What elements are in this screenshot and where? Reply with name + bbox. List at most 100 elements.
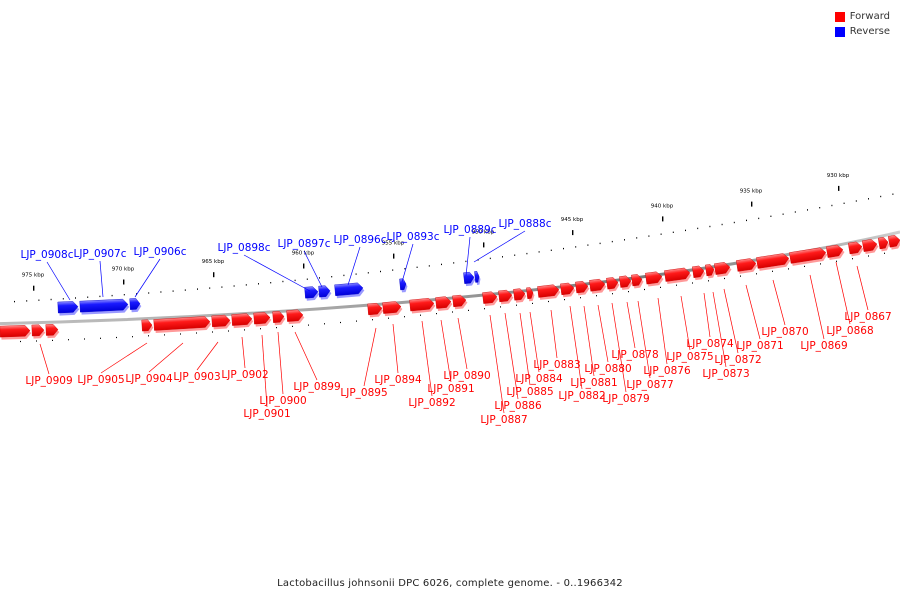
gene-label[interactable]: LJP_0868 [826,325,873,337]
gene-label[interactable]: LJP_0869 [800,340,847,352]
gene-label[interactable]: LJP_0872 [714,354,761,366]
gene-label[interactable]: LJP_0887 [480,414,527,426]
reverse-gene[interactable] [57,301,80,316]
forward-gene[interactable] [537,284,561,300]
forward-gene[interactable] [211,314,232,330]
forward-gene[interactable] [756,253,791,271]
gene-label[interactable]: LJP_0907c [73,248,126,260]
reverse-gene[interactable] [334,282,365,299]
forward-gene[interactable] [367,302,384,318]
gene-label[interactable]: LJP_0870 [761,326,808,338]
gene-label[interactable]: LJP_0888c [498,218,551,230]
forward-gene[interactable] [705,264,716,279]
gene-label[interactable]: LJP_0891 [427,383,474,395]
gene-label[interactable]: LJP_0871 [736,340,783,352]
gene-label[interactable]: LJP_0900 [259,395,306,407]
forward-gene[interactable] [560,282,576,298]
forward-gene[interactable] [664,267,692,284]
reverse-gene[interactable] [129,298,142,313]
gene-label[interactable]: LJP_0878 [611,349,658,361]
forward-gene[interactable] [382,301,403,317]
gene-label[interactable]: LJP_0882 [558,390,605,402]
gene-label[interactable]: LJP_0867 [844,311,891,323]
gene-label[interactable]: LJP_0892 [408,397,455,409]
gene-label[interactable]: LJP_0893c [386,231,439,243]
forward-gene[interactable] [153,316,212,333]
gene-label[interactable]: LJP_0885 [506,386,553,398]
forward-gene[interactable] [847,241,864,257]
leader-line [611,302,627,393]
forward-gene[interactable] [253,312,272,327]
gene-labels: LJP_0867 LJP_0868 LJP_0869 LJP_0870 LJP_0871… [20,218,891,426]
gene-label[interactable]: LJP_0883 [533,359,580,371]
forward-gene[interactable] [141,319,154,334]
gene-label[interactable]: LJP_0902 [221,369,268,381]
forward-gene[interactable] [789,247,828,266]
reverse-gene[interactable] [79,298,130,315]
gene-label[interactable]: LJP_0877 [626,379,673,391]
reverse-gene[interactable] [399,278,408,293]
gene-label[interactable]: LJP_0908c [20,249,73,261]
leader-line [457,317,468,370]
forward-gene[interactable] [736,258,758,274]
forward-gene[interactable] [606,277,620,292]
forward-gene[interactable] [825,244,845,260]
forward-gene[interactable] [31,324,46,339]
forward-gene[interactable] [482,291,499,307]
gene-label[interactable]: LJP_0894 [374,374,422,386]
gene-label[interactable]: LJP_0879 [602,393,649,405]
forward-gene[interactable] [231,313,254,329]
forward-gene[interactable] [877,236,890,252]
forward-gene[interactable] [631,274,644,289]
forward-gene[interactable] [575,280,590,296]
leader-line [489,314,505,414]
leader-line [277,331,284,395]
gene-label[interactable]: LJP_0904 [125,373,173,385]
gene-label[interactable]: LJP_0889c [443,224,496,236]
forward-gene[interactable] [272,311,286,326]
reverse-gene[interactable] [304,286,320,301]
forward-gene[interactable] [0,325,32,340]
forward-gene[interactable] [435,296,453,311]
forward-gene[interactable] [692,265,706,281]
leader-line [39,343,50,375]
gene-label[interactable]: LJP_0881 [570,377,617,389]
gene-label[interactable]: LJP_0884 [515,373,563,385]
reverse-gene[interactable] [474,271,481,285]
gene-label[interactable]: LJP_0873 [702,368,749,380]
forward-gene[interactable] [513,288,527,303]
forward-gene[interactable] [498,289,514,305]
forward-gene[interactable] [45,324,60,339]
forward-gene[interactable] [861,238,879,255]
forward-gene[interactable] [619,275,633,290]
reverse-gene[interactable] [318,285,332,300]
gene-label[interactable]: LJP_0898c [217,242,270,254]
gene-label[interactable]: LJP_0897c [277,238,330,250]
gene-label[interactable]: LJP_0896c [333,234,386,246]
gene-label[interactable]: LJP_0876 [643,365,691,377]
leader-line [680,295,691,351]
gene-label[interactable]: LJP_0901 [243,408,290,420]
forward-gene[interactable] [526,287,535,302]
gene-label[interactable]: LJP_0899 [293,381,340,393]
gene-label[interactable]: LJP_0903 [173,371,220,383]
gene-label[interactable]: LJP_0905 [77,374,124,386]
forward-gene[interactable] [409,298,436,314]
gene-label[interactable]: LJP_0895 [340,387,387,399]
forward-gene[interactable] [714,261,732,278]
gene-label[interactable]: LJP_0909 [25,375,72,387]
forward-gene[interactable] [887,234,900,250]
gene-label[interactable]: LJP_0886 [494,400,542,412]
gene-label[interactable]: LJP_0890 [443,370,490,382]
leader-line [473,230,526,263]
reverse-gene[interactable] [463,271,476,287]
forward-gene[interactable] [286,309,305,325]
gene-label[interactable]: LJP_0875 [666,351,713,363]
gene-label[interactable]: LJP_0906c [133,246,186,258]
forward-gene[interactable] [589,278,607,294]
forward-gene[interactable] [645,271,664,287]
gene-label[interactable]: LJP_0880 [584,363,631,375]
forward-gene[interactable] [452,294,468,310]
gene-label[interactable]: LJP_0874 [686,338,734,350]
